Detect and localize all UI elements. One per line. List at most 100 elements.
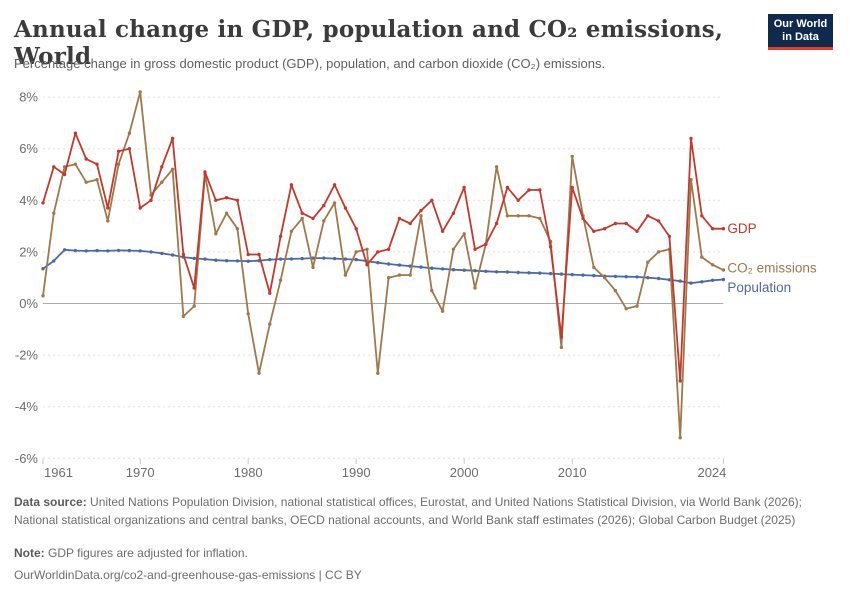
population-point[interactable]	[84, 249, 88, 253]
population-point[interactable]	[224, 259, 229, 263]
population-point[interactable]	[127, 248, 132, 253]
gdp-point[interactable]	[138, 206, 142, 210]
co2-point[interactable]	[494, 165, 499, 169]
gdp-point[interactable]	[451, 211, 456, 215]
co2-point[interactable]	[84, 180, 88, 184]
population-point[interactable]	[678, 279, 682, 283]
gdp-point[interactable]	[127, 147, 132, 151]
co2-point[interactable]	[646, 260, 650, 264]
citation-link[interactable]: OurWorldinData.org/co2-and-greenhouse-ga…	[14, 568, 362, 582]
co2-point[interactable]	[95, 178, 99, 182]
gdp-point[interactable]	[116, 149, 121, 153]
co2-label[interactable]: CO₂ emissions	[727, 260, 817, 275]
gdp-series[interactable]	[41, 131, 726, 383]
gdp-point[interactable]	[484, 242, 488, 246]
gdp-point[interactable]	[311, 216, 315, 221]
gdp-point[interactable]	[548, 245, 553, 249]
gdp-point[interactable]	[365, 263, 369, 267]
gdp-point[interactable]	[160, 165, 164, 169]
population-point[interactable]	[289, 257, 294, 261]
population-point[interactable]	[354, 257, 358, 262]
population-point[interactable]	[656, 276, 661, 281]
population-point[interactable]	[527, 271, 531, 275]
population-point[interactable]	[106, 249, 110, 253]
co2-point[interactable]	[246, 312, 250, 316]
co2-point[interactable]	[451, 247, 456, 251]
co2-point[interactable]	[278, 278, 283, 282]
population-point[interactable]	[700, 280, 704, 284]
population-point[interactable]	[278, 257, 283, 261]
gdp-point[interactable]	[440, 229, 445, 233]
plot-area[interactable]	[43, 92, 724, 459]
gdp-point[interactable]	[149, 198, 153, 202]
gdp-point[interactable]	[62, 172, 67, 177]
population-point[interactable]	[505, 270, 510, 274]
co2-point[interactable]	[257, 371, 261, 375]
population-point[interactable]	[214, 258, 218, 262]
co2-point[interactable]	[570, 154, 574, 159]
gdp-point[interactable]	[73, 131, 78, 135]
gdp-point[interactable]	[505, 185, 510, 190]
population-point[interactable]	[592, 273, 596, 278]
co2-point[interactable]	[365, 247, 369, 251]
population-point[interactable]	[268, 257, 272, 262]
co2-point[interactable]	[408, 273, 412, 277]
population-point[interactable]	[73, 248, 78, 253]
co2-point[interactable]	[656, 250, 661, 254]
gdp-point[interactable]	[624, 221, 628, 226]
co2-point[interactable]	[332, 201, 337, 205]
population-point[interactable]	[635, 275, 639, 279]
co2-line[interactable]	[42, 91, 724, 439]
gdp-point[interactable]	[408, 221, 412, 226]
gdp-point[interactable]	[386, 247, 391, 251]
co2-point[interactable]	[440, 309, 445, 313]
co2-point[interactable]	[376, 371, 380, 375]
co2-point[interactable]	[678, 436, 682, 440]
co2-point[interactable]	[311, 265, 315, 270]
gdp-point[interactable]	[214, 198, 218, 202]
population-point[interactable]	[235, 259, 240, 263]
population-point[interactable]	[462, 268, 466, 272]
gdp-point[interactable]	[635, 229, 639, 233]
co2-point[interactable]	[224, 211, 229, 215]
population-point[interactable]	[203, 257, 207, 261]
gdp-point[interactable]	[689, 136, 693, 141]
gdp-point[interactable]	[570, 185, 574, 190]
co2-series[interactable]	[41, 90, 726, 440]
population-point[interactable]	[138, 249, 142, 253]
co2-point[interactable]	[192, 304, 196, 308]
population-point[interactable]	[548, 271, 553, 276]
population-point[interactable]	[300, 256, 304, 261]
co2-point[interactable]	[700, 255, 704, 259]
gdp-point[interactable]	[192, 286, 196, 290]
gdp-point[interactable]	[268, 291, 272, 295]
gdp-point[interactable]	[678, 379, 682, 383]
co2-point[interactable]	[138, 90, 142, 94]
gdp-point[interactable]	[246, 252, 250, 257]
gdp-point[interactable]	[656, 219, 661, 223]
gdp-point[interactable]	[278, 234, 283, 239]
co2-point[interactable]	[602, 276, 607, 280]
population-point[interactable]	[570, 272, 574, 277]
co2-point[interactable]	[116, 162, 121, 166]
population-point[interactable]	[559, 272, 564, 276]
population-point[interactable]	[516, 270, 520, 275]
population-point[interactable]	[397, 263, 402, 267]
population-point[interactable]	[192, 256, 196, 261]
co2-point[interactable]	[419, 214, 423, 218]
gdp-point[interactable]	[354, 227, 358, 231]
gdp-point[interactable]	[667, 234, 672, 239]
co2-point[interactable]	[473, 286, 477, 290]
co2-point[interactable]	[52, 211, 56, 215]
population-point[interactable]	[430, 266, 434, 270]
gdp-point[interactable]	[224, 196, 229, 200]
gdp-point[interactable]	[592, 229, 596, 233]
gdp-point[interactable]	[84, 157, 88, 161]
population-point[interactable]	[376, 261, 380, 265]
population-point[interactable]	[494, 270, 499, 274]
co2-point[interactable]	[635, 304, 639, 308]
gdp-point[interactable]	[646, 214, 650, 218]
population-point[interactable]	[62, 248, 67, 252]
gdp-point[interactable]	[516, 198, 520, 202]
population-point[interactable]	[689, 281, 693, 285]
